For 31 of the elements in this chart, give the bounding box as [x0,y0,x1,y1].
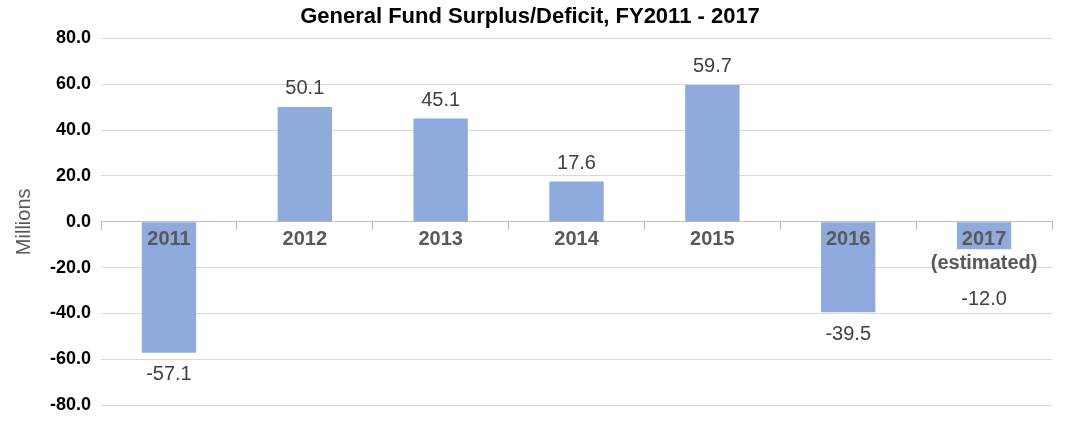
data-label: 17.6 [557,150,596,173]
data-label: 59.7 [692,54,732,77]
y-tick-label: 40.0 [55,119,92,140]
data-label: -12.0 [961,287,1007,310]
x-tick-label: 2014 [554,227,600,250]
bar [685,84,740,222]
y-tick-label: -20.0 [50,256,92,277]
x-tick-label: 2015 [690,227,735,250]
data-label: -57.1 [146,362,192,385]
y-tick-label: 0.0 [66,210,92,231]
bar [549,181,604,222]
chart-title: General Fund Surplus/Deficit, FY2011 - 2017 [300,3,760,29]
y-axis-title: Millions [11,188,34,256]
data-label: -39.5 [825,321,872,344]
bar [141,222,197,353]
y-tick-label: 60.0 [55,73,92,94]
data-label: 45.1 [421,87,461,110]
x-tick-label: 2013 [418,227,463,250]
y-tick-label: -60.0 [50,348,92,369]
bar [413,118,468,222]
y-tick-label: 80.0 [55,27,92,48]
y-tick-label: -80.0 [50,394,92,415]
bar [277,106,332,222]
x-tick-label: 2012 [282,227,328,250]
y-tick-label: 20.0 [55,164,92,185]
bar [821,222,876,313]
x-tick-label: 2016 [825,227,871,250]
x-tick-label: 2011 [147,227,191,250]
x-tick-label: 2017 (estimated) [930,227,1038,274]
y-tick-label: -40.0 [50,302,92,323]
data-label: 50.1 [285,76,325,99]
